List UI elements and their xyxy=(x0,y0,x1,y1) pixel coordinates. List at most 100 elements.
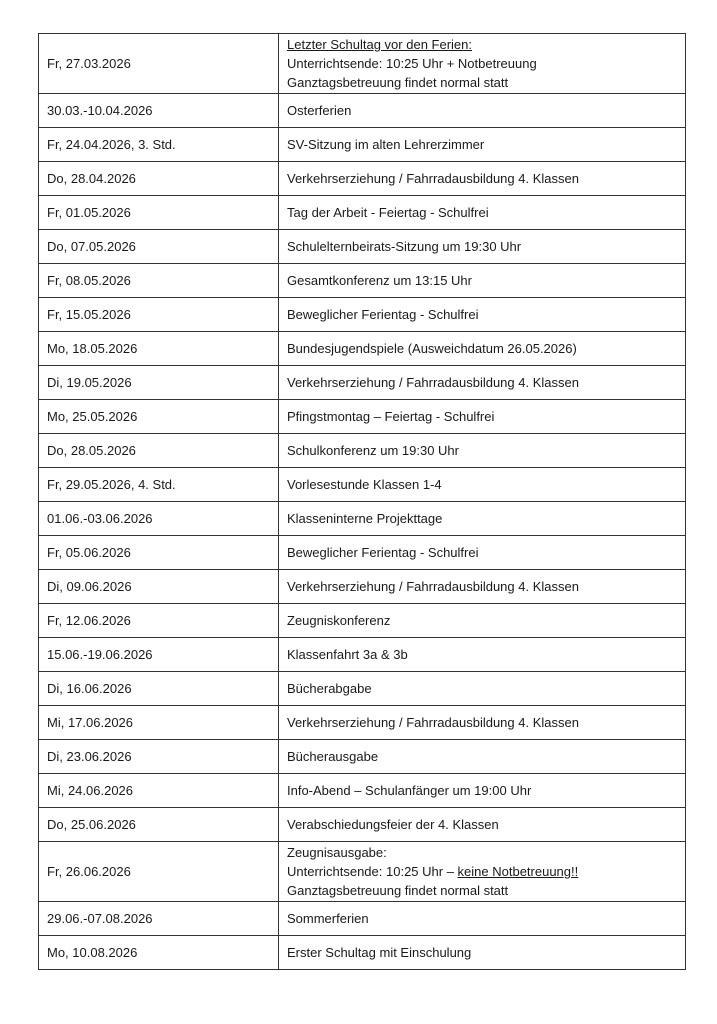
event-line: Pfingstmontag – Feiertag - Schulfrei xyxy=(287,409,685,424)
event-cell: Bücherabgabe xyxy=(278,671,686,706)
date-cell: Fr, 01.05.2026 xyxy=(38,195,279,230)
table-row: Fr, 05.06.2026 Beweglicher Ferientag - Sc… xyxy=(38,535,686,570)
date-cell: 30.03.-10.04.2026 xyxy=(38,93,279,128)
event-text: Ganztagsbetreuung findet normal statt xyxy=(287,75,509,90)
event-text: Pfingstmontag – Feiertag - Schulfrei xyxy=(287,409,495,424)
date-cell: 01.06.-03.06.2026 xyxy=(38,501,279,536)
event-line: Verkehrserziehung / Fahrradausbildung 4.… xyxy=(287,375,685,390)
event-cell: Klassenfahrt 3a & 3b xyxy=(278,637,686,672)
event-line: Letzter Schultag vor den Ferien: xyxy=(287,35,685,54)
event-cell: Gesamtkonferenz um 13:15 Uhr xyxy=(278,263,686,298)
event-text: Verkehrserziehung / Fahrradausbildung 4.… xyxy=(287,171,579,186)
event-line: Verkehrserziehung / Fahrradausbildung 4.… xyxy=(287,579,685,594)
event-line: Bücherabgabe xyxy=(287,681,685,696)
event-text: Zeugniskonferenz xyxy=(287,613,391,628)
date-cell: Fr, 24.04.2026, 3. Std. xyxy=(38,127,279,162)
date-cell: Fr, 05.06.2026 xyxy=(38,535,279,570)
event-cell: Bundesjugendspiele (Ausweichdatum 26.05.… xyxy=(278,331,686,366)
table-row: 01.06.-03.06.2026 Klasseninterne Projektt… xyxy=(38,501,686,536)
event-text: Ganztagsbetreuung findet normal statt xyxy=(287,883,509,898)
event-text: Osterferien xyxy=(287,103,352,118)
table-row: Fr, 29.05.2026, 4. Std. Vorlesestunde Kla… xyxy=(38,467,686,502)
date-cell: Mo, 25.05.2026 xyxy=(38,399,279,434)
event-line: Sommerferien xyxy=(287,911,685,926)
event-cell: Tag der Arbeit - Feiertag - Schulfrei xyxy=(278,195,686,230)
event-text: Verkehrserziehung / Fahrradausbildung 4.… xyxy=(287,715,579,730)
event-cell: Verkehrserziehung / Fahrradausbildung 4.… xyxy=(278,705,686,740)
event-text: Erster Schultag mit Einschulung xyxy=(287,945,472,960)
date-cell: Do, 07.05.2026 xyxy=(38,229,279,264)
event-cell: Verkehrserziehung / Fahrradausbildung 4.… xyxy=(278,569,686,604)
event-line: Erster Schultag mit Einschulung xyxy=(287,945,685,960)
table-row: Di, 16.06.2026 Bücherabgabe xyxy=(38,671,686,706)
event-line: Zeugniskonferenz xyxy=(287,613,685,628)
event-cell: Pfingstmontag – Feiertag - Schulfrei xyxy=(278,399,686,434)
event-text: Bücherabgabe xyxy=(287,681,372,696)
event-cell: Beweglicher Ferientag - Schulfrei xyxy=(278,535,686,570)
event-text: Vorlesestunde Klassen 1-4 xyxy=(287,477,442,492)
event-cell: SV-Sitzung im alten Lehrerzimmer xyxy=(278,127,686,162)
date-cell: Di, 23.06.2026 xyxy=(38,739,279,774)
date-cell: Do, 28.05.2026 xyxy=(38,433,279,468)
event-line: Unterrichtsende: 10:25 Uhr + Notbetreuun… xyxy=(287,54,685,73)
event-line: Unterrichtsende: 10:25 Uhr – keine Notbe… xyxy=(287,862,685,881)
date-cell: 15.06.-19.06.2026 xyxy=(38,637,279,672)
event-line: Bundesjugendspiele (Ausweichdatum 26.05.… xyxy=(287,341,685,356)
table-row: Do, 07.05.2026 Schulelternbeirats-Sitzung… xyxy=(38,229,686,264)
event-line: Verkehrserziehung / Fahrradausbildung 4.… xyxy=(287,715,685,730)
event-cell: Osterferien xyxy=(278,93,686,128)
date-cell: Fr, 27.03.2026 xyxy=(38,33,279,94)
date-cell: 29.06.-07.08.2026 xyxy=(38,901,279,936)
event-line: Klasseninterne Projekttage xyxy=(287,511,685,526)
event-cell: Vorlesestunde Klassen 1-4 xyxy=(278,467,686,502)
date-cell: Fr, 29.05.2026, 4. Std. xyxy=(38,467,279,502)
date-cell: Di, 19.05.2026 xyxy=(38,365,279,400)
event-line: Verabschiedungsfeier der 4. Klassen xyxy=(287,817,685,832)
event-cell: Sommerferien xyxy=(278,901,686,936)
event-line: Osterferien xyxy=(287,103,685,118)
event-text: Verabschiedungsfeier der 4. Klassen xyxy=(287,817,499,832)
event-cell: Erster Schultag mit Einschulung xyxy=(278,935,686,970)
table-row: Fr, 08.05.2026 Gesamtkonferenz um 13:15 U… xyxy=(38,263,686,298)
event-line: Schulkonferenz um 19:30 Uhr xyxy=(287,443,685,458)
event-line: Klassenfahrt 3a & 3b xyxy=(287,647,685,662)
event-text: Beweglicher Ferientag - Schulfrei xyxy=(287,307,479,322)
event-cell: Schulkonferenz um 19:30 Uhr xyxy=(278,433,686,468)
table-row: Fr, 24.04.2026, 3. Std. SV-Sitzung im alt… xyxy=(38,127,686,162)
date-cell: Do, 25.06.2026 xyxy=(38,807,279,842)
table-row: Do, 28.04.2026 Verkehrserziehung / Fahrra… xyxy=(38,161,686,196)
date-cell: Mo, 10.08.2026 xyxy=(38,935,279,970)
table-row: 15.06.-19.06.2026 Klassenfahrt 3a & 3b xyxy=(38,637,686,672)
event-text: Klasseninterne Projekttage xyxy=(287,511,443,526)
event-line: Vorlesestunde Klassen 1-4 xyxy=(287,477,685,492)
table-body: Fr, 27.03.2026 Letzter Schultag vor den F… xyxy=(38,33,686,970)
event-cell: Bücherausgabe xyxy=(278,739,686,774)
table-row: 29.06.-07.08.2026 Sommerferien xyxy=(38,901,686,936)
event-text: Bücherausgabe xyxy=(287,749,379,764)
event-cell: Zeugniskonferenz xyxy=(278,603,686,638)
table-row: Fr, 12.06.2026 Zeugniskonferenz xyxy=(38,603,686,638)
event-cell: Klasseninterne Projekttage xyxy=(278,501,686,536)
event-line: Beweglicher Ferientag - Schulfrei xyxy=(287,307,685,322)
event-text: Tag der Arbeit - Feiertag - Schulfrei xyxy=(287,205,489,220)
date-cell: Fr, 12.06.2026 xyxy=(38,603,279,638)
event-cell: Zeugnisausgabe: Unterrichtsende: 10:25 Uh… xyxy=(278,841,686,902)
table-row: Do, 25.06.2026 Verabschiedungsfeier der 4… xyxy=(38,807,686,842)
event-cell: Beweglicher Ferientag - Schulfrei xyxy=(278,297,686,332)
table-row: Fr, 15.05.2026 Beweglicher Ferientag - Sc… xyxy=(38,297,686,332)
table-row: Di, 23.06.2026 Bücherausgabe xyxy=(38,739,686,774)
table-row: Fr, 27.03.2026 Letzter Schultag vor den F… xyxy=(38,33,686,94)
event-text: Unterrichtsende: 10:25 Uhr – xyxy=(287,864,458,879)
event-text: Unterrichtsende: 10:25 Uhr + Notbetreuun… xyxy=(287,56,537,71)
table-row: Mi, 24.06.2026 Info-Abend – Schulanfänger… xyxy=(38,773,686,808)
event-text: Info-Abend – Schulanfänger um 19:00 Uhr xyxy=(287,783,532,798)
date-cell: Mo, 18.05.2026 xyxy=(38,331,279,366)
event-text: Verkehrserziehung / Fahrradausbildung 4.… xyxy=(287,579,579,594)
date-cell: Mi, 17.06.2026 xyxy=(38,705,279,740)
table-row: Fr, 01.05.2026 Tag der Arbeit - Feiertag … xyxy=(38,195,686,230)
event-text: Klassenfahrt 3a & 3b xyxy=(287,647,408,662)
event-line: Ganztagsbetreuung findet normal statt xyxy=(287,881,685,900)
event-text: Beweglicher Ferientag - Schulfrei xyxy=(287,545,479,560)
event-line: SV-Sitzung im alten Lehrerzimmer xyxy=(287,137,685,152)
date-cell: Fr, 15.05.2026 xyxy=(38,297,279,332)
